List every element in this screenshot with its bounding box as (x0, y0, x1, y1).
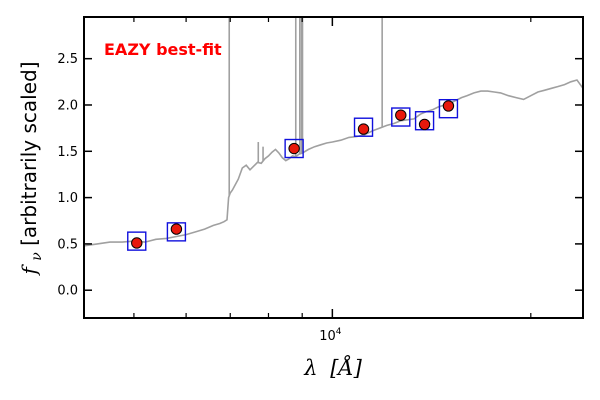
observed-photometry-point (170, 223, 183, 235)
model-photometry-box (127, 231, 147, 251)
x-axis-unit: [Å] (330, 355, 362, 380)
observed-photometry-point (357, 123, 370, 135)
y-tick-label: 0.0 (57, 284, 78, 299)
observed-photometry-point (418, 118, 431, 131)
observed-photometry-point (395, 109, 407, 121)
photometry-layer (127, 98, 459, 251)
tick-layer (84, 17, 583, 318)
model-photometry-box (391, 107, 411, 127)
y-axis-subscript: ν (29, 252, 45, 261)
y-axis-text: [arbitrarily scaled] (17, 61, 41, 245)
template-spectrum-line (83, 79, 584, 247)
y-tick-label: 0.5 (57, 237, 78, 252)
template-layer (83, 17, 584, 247)
y-tick-label: 2.5 (57, 52, 78, 67)
model-photometry-box (353, 117, 374, 137)
y-tick-label: 2.0 (57, 98, 78, 113)
annotation-label: EAZY best-fit (104, 40, 222, 59)
observed-photometry-point (288, 142, 300, 155)
tick-label-layer: 0.0 0.5 1.0 1.5 2.0 2.5 104 (57, 52, 341, 344)
model-photometry-box (438, 98, 459, 119)
x-axis-symbol: λ (303, 356, 317, 380)
model-photometry-box (166, 222, 187, 242)
y-axis-title: f ν [arbitrarily scaled] (17, 61, 46, 276)
y-tick-label: 1.5 (57, 145, 78, 160)
observed-photometry-point (442, 100, 455, 112)
x-tick-label: 104 (319, 327, 342, 344)
y-tick-label: 1.0 (57, 191, 78, 206)
model-photometry-box (284, 138, 304, 159)
observed-photometry-point (131, 237, 143, 249)
y-axis-symbol: f (17, 264, 41, 277)
x-axis-title: λ [Å] (303, 355, 362, 380)
plot-frame (83, 16, 584, 319)
